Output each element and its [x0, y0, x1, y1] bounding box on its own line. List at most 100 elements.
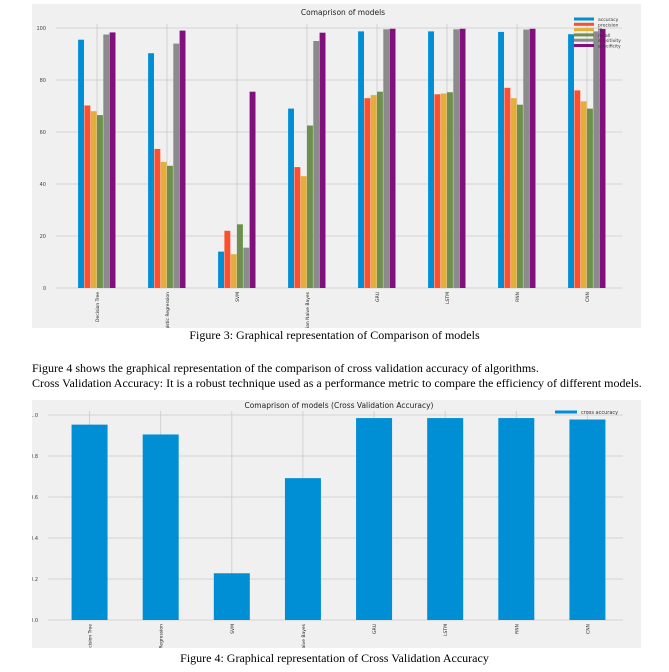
fig3-xtick-label: GRU — [375, 292, 381, 302]
figure-3-chart: Comaprison of models 0 20 40 60 80 100 Decision… — [32, 4, 641, 328]
fig3-bar-specificity — [599, 29, 606, 288]
fig3-bar-recall — [377, 91, 383, 288]
fig3-xtick-label: LSTM — [445, 292, 451, 304]
fig3-legend-swatch — [574, 17, 594, 21]
fig3-xtick-label: SVM — [235, 292, 241, 302]
fig3-bar-recall — [237, 224, 243, 288]
paragraph-line-1: Figure 4 shows the graphical representat… — [32, 361, 539, 375]
fig3-legend-label: precision — [598, 22, 618, 28]
fig3-xtick-label: CNN — [585, 292, 591, 302]
paragraph-line-2: Cross Validation Accuracy: It is a robus… — [32, 376, 642, 390]
fig4-xtick-label: Decision Tree — [88, 624, 94, 648]
fig4-bar-cross-accuracy — [498, 418, 535, 620]
fig4-xtick-label: Logistic Regression — [159, 624, 165, 648]
fig3-bar-sensitivity — [313, 41, 320, 288]
fig3-bar-specificity — [109, 32, 116, 288]
fig4-ytick-label: 0.6 — [32, 495, 38, 501]
fig3-legend-swatch — [574, 28, 594, 32]
fig3-bar-f1 — [440, 93, 447, 289]
fig3-bar-precision — [294, 167, 301, 288]
fig3-xtick-label: Logistic Regression — [165, 292, 171, 328]
cross-validation-chart-svg: Comaprison of models (Cross Validation A… — [32, 401, 623, 648]
fig3-legend-swatch — [574, 44, 594, 47]
fig3-bar-f1 — [580, 101, 587, 288]
fig3-bar-recall — [97, 115, 103, 288]
fig3-ytick-label: 80 — [40, 78, 46, 84]
figure-4-caption: Figure 4: Graphical representation of Cr… — [180, 651, 489, 665]
fig4-xtick-label: CNN — [585, 624, 591, 634]
fig3-bar-accuracy — [218, 251, 224, 288]
fig3-bar-sensitivity — [173, 43, 180, 288]
fig3-bar-specificity — [249, 91, 256, 288]
fig3-legend-label: f1 — [598, 28, 603, 34]
fig3-bar-recall — [307, 125, 313, 288]
fig3-ytick-label: 40 — [40, 182, 46, 188]
fig4-xtick-label: LSTM — [443, 624, 449, 636]
fig4-bar-cross-accuracy — [569, 419, 606, 620]
fig3-bar-f1 — [90, 111, 97, 288]
fig3-bar-precision — [504, 87, 511, 288]
fig4-ytick-label: 1.0 — [32, 413, 38, 419]
fig3-xtick-label: RNN — [515, 292, 521, 302]
fig3-bar-precision — [84, 105, 91, 288]
fig3-ytick-label: 20 — [40, 234, 46, 240]
fig3-bar-sensitivity — [243, 247, 250, 288]
fig3-bar-f1 — [160, 161, 167, 288]
fig4-ytick-label: 0.0 — [32, 618, 38, 624]
fig3-bar-accuracy — [148, 53, 154, 288]
fig3-bar-recall — [447, 92, 453, 288]
fig4-title: Comaprison of models (Cross Validation A… — [244, 401, 433, 410]
fig4-legend-label: cross accuracy — [581, 410, 618, 416]
fig4-bar-cross-accuracy — [356, 418, 393, 620]
fig3-bar-accuracy — [358, 31, 364, 288]
fig3-legend-swatch — [574, 33, 594, 37]
fig3-bar-specificity — [529, 28, 536, 289]
fig3-title: Comaprison of models — [301, 8, 385, 17]
fig3-bar-accuracy — [288, 108, 294, 288]
fig4-ytick-label: 0.4 — [32, 536, 38, 542]
fig3-bar-sensitivity — [453, 29, 460, 289]
fig3-bar-precision — [154, 148, 161, 288]
fig3-legend-label: recall — [598, 33, 610, 39]
fig3-bar-precision — [574, 90, 581, 289]
fig4-ytick-label: 0.2 — [32, 577, 38, 583]
fig3-bar-accuracy — [498, 31, 504, 289]
comparison-chart-svg: Comaprison of models 0 20 40 60 80 100 Decision… — [36, 8, 622, 328]
fig4-bar-cross-accuracy — [213, 573, 250, 620]
fig3-bar-sensitivity — [593, 31, 600, 288]
fig4-xtick-label: Gaussian Naive Bayes — [301, 623, 307, 648]
fig3-bar-accuracy — [568, 34, 574, 289]
fig4-xtick-label: GRU — [372, 624, 378, 634]
fig4-bar-cross-accuracy — [284, 478, 321, 620]
fig3-legend-label: sensitivity — [598, 38, 621, 44]
fig3-xtick-label: Gaussian Naive Bayes — [305, 291, 311, 328]
fig3-legend-swatch — [574, 22, 594, 26]
fig3-bar-precision — [364, 98, 371, 288]
fig3-bar-accuracy — [428, 31, 434, 288]
fig3-legend-swatch — [574, 38, 594, 42]
fig3-bar-f1 — [230, 254, 237, 288]
fig4-bar-cross-accuracy — [427, 418, 464, 620]
fig3-ytick-label: 100 — [36, 26, 46, 32]
fig3-bar-specificity — [459, 28, 466, 289]
fig4-bar-cross-accuracy — [71, 424, 108, 620]
fig3-bar-recall — [167, 165, 173, 288]
fig3-ytick-label: 60 — [40, 130, 46, 136]
fig3-bar-precision — [224, 230, 231, 288]
fig3-bar-specificity — [179, 30, 186, 288]
fig4-xtick-label: SVM — [230, 624, 236, 634]
fig3-bar-sensitivity — [103, 34, 110, 288]
fig3-bar-recall — [587, 108, 593, 288]
fig3-xtick-label: Decision Tree — [95, 292, 101, 322]
fig3-bar-sensitivity — [523, 29, 530, 289]
fig3-bar-f1 — [370, 95, 377, 288]
fig3-bar-specificity — [319, 32, 326, 289]
fig3-bar-accuracy — [78, 39, 84, 289]
fig4-bar-cross-accuracy — [142, 434, 179, 620]
fig3-bar-f1 — [510, 98, 517, 288]
fig4-ytick-label: 0.8 — [32, 454, 38, 460]
fig3-ytick-label: 0 — [43, 286, 46, 292]
fig3-bar-specificity — [389, 28, 396, 289]
figure-3-caption: Figure 3: Graphical representation of Co… — [189, 328, 480, 342]
figure-4-chart: Comaprison of models (Cross Validation A… — [32, 400, 641, 648]
